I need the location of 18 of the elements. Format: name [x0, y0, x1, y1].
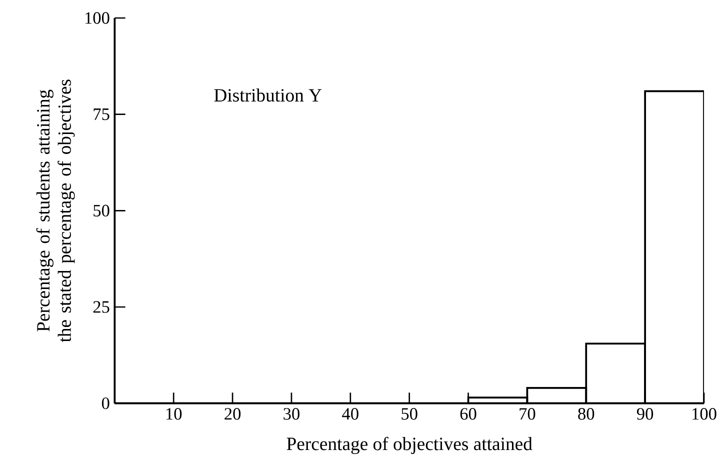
y-tick-label: 100 — [85, 12, 110, 24]
y-tick-label: 0 — [102, 397, 110, 410]
x-tick-label: 100 — [692, 408, 716, 420]
x-tick-label: 20 — [224, 408, 241, 420]
y-axis-title: Percentage of students attaining the stated percentage of objectives — [36, 80, 75, 342]
x-tick-label: 10 — [166, 408, 182, 420]
text: Distribution Y — [214, 88, 322, 102]
y-tick-label: 50 — [94, 204, 110, 216]
x-tick-label: 30 — [284, 408, 300, 420]
x-axis-title: Percentage of objectives attained — [286, 436, 532, 454]
x-tick-label: 80 — [578, 408, 594, 420]
y-tick-label: 25 — [93, 301, 110, 313]
x-tick-label: 40 — [342, 408, 358, 420]
x-tick-label: 50 — [402, 408, 418, 420]
x-tick-label: 60 — [460, 408, 476, 420]
x-tick-label: 70 — [520, 408, 536, 420]
y-tick-label: 75 — [94, 108, 110, 120]
x-tick-label: 90 — [636, 408, 654, 420]
